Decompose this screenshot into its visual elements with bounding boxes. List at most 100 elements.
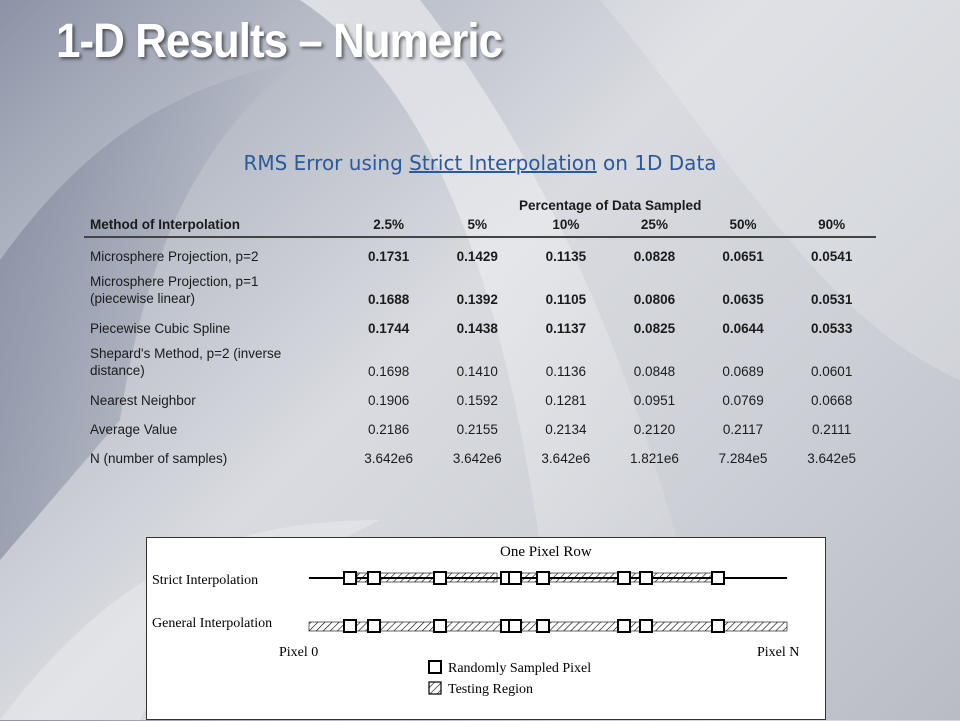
legend-sampled-swatch [428,660,442,674]
table-row: Microsphere Projection, p=2 0.1731 0.142… [84,237,876,267]
caption-suffix: on 1D Data [596,151,717,175]
sampled-pixel [639,619,653,633]
value-cell: 3.642e6 [541,451,591,466]
value-cell: 0.2117 [722,422,764,437]
value-cell: 0.1744 [367,321,410,336]
value-cell: 0.0531 [811,292,853,307]
value-cell: 0.0668 [811,393,853,408]
value-cell: 0.1731 [367,249,410,264]
strict-interpolation-link[interactable]: Strict Interpolation [409,151,597,175]
sampled-pixel [508,619,522,633]
column-header: 2.5% [344,215,433,238]
group-header: Percentage of Data Sampled [519,198,702,213]
table-row: Microsphere Projection, p=1 (piecewise l… [84,267,876,310]
sampled-pixel [343,619,357,633]
diagram-header: One Pixel Row [500,544,592,560]
slide-title: 1-D Results – Numeric [56,14,503,68]
group-header-row: Percentage of Data Sampled [84,196,876,215]
value-cell: 0.1281 [545,393,587,408]
diagram-canvas: One Pixel Row Strict Interpolation Gener… [152,544,799,697]
value-cell: 0.1429 [456,249,498,264]
value-cell: 0.0533 [811,321,853,336]
value-cell: 0.0825 [633,321,676,336]
method-cell: Piecewise Cubic Spline [90,321,231,336]
method-cell: N (number of samples) [90,451,228,466]
value-cell: 0.1592 [456,393,498,408]
value-cell: 0.1906 [367,393,410,408]
value-cell: 0.2111 [812,422,852,437]
method-cell: Average Value [90,422,178,437]
column-header-row: Method of Interpolation 2.5% 5% 10% 25% … [84,215,876,238]
value-cell: 0.1392 [456,292,498,307]
table-row: Nearest Neighbor 0.1906 0.1592 0.1281 0.… [84,382,876,411]
sampled-pixel [617,619,631,633]
sampled-pixel [343,571,357,585]
column-header: 5% [432,215,522,238]
legend-testing-swatch [428,681,442,695]
pixel-0-label: Pixel 0 [279,645,318,660]
method-header: Method of Interpolation [84,215,345,238]
value-cell: 0.1135 [545,249,587,264]
table-row: N (number of samples) 3.642e6 3.642e6 3.… [84,440,876,469]
value-cell: 3.642e6 [452,451,502,466]
sampled-pixel [508,571,522,585]
value-cell: 3.642e5 [807,451,857,466]
value-cell: 0.1137 [545,321,587,336]
table-caption: RMS Error using Strict Interpolation on … [0,151,960,175]
column-header: 10% [521,215,611,238]
strict-row-label: Strict Interpolation [152,573,258,588]
caption-prefix: RMS Error using [243,151,410,175]
sampled-pixel [536,619,550,633]
value-cell: 0.0644 [722,321,764,336]
sampled-pixel [433,619,447,633]
sampled-pixel [639,571,653,585]
value-cell: 0.1438 [456,321,498,336]
value-cell: 0.0806 [633,292,676,307]
results-table: Percentage of Data Sampled Method of Int… [84,196,876,469]
value-cell: 0.2186 [367,422,410,437]
method-line: Shepard's Method, p=2 (inverse [90,346,282,361]
method-line: Microsphere Projection, p=1 [90,274,259,289]
method-line: distance) [90,363,145,378]
sampled-pixel [367,619,381,633]
method-cell: Nearest Neighbor [90,393,196,408]
value-cell: 0.1136 [545,364,586,379]
table-row: Piecewise Cubic Spline 0.1744 0.1438 0.1… [84,310,876,339]
legend-testing-label: Testing Region [448,682,533,697]
column-header: 90% [787,215,876,238]
value-cell: 0.2120 [633,422,676,437]
value-cell: 0.0689 [722,364,764,379]
value-cell: 0.0848 [633,364,676,379]
table-row: Shepard's Method, p=2 (inverse distance)… [84,339,876,382]
value-cell: 0.0828 [633,249,676,264]
value-cell: 0.0951 [633,393,676,408]
value-cell: 0.1698 [367,364,410,379]
value-cell: 0.2155 [456,422,498,437]
sampled-pixel [433,571,447,585]
sampled-pixel [367,571,381,585]
value-cell: 7.284e5 [718,451,768,466]
value-cell: 0.2134 [545,422,587,437]
value-cell: 0.0601 [811,364,853,379]
table-row: Average Value 0.2186 0.2155 0.2134 0.212… [84,411,876,440]
sampled-pixel [711,571,725,585]
value-cell: 0.0635 [722,292,764,307]
value-cell: 3.642e6 [364,451,414,466]
value-cell: 0.0541 [811,249,853,264]
method-cell: Microsphere Projection, p=1 (piecewise l… [84,267,344,310]
value-cell: 0.0769 [722,393,764,408]
column-header: 50% [698,215,788,238]
value-cell: 0.0651 [722,249,764,264]
legend-sampled-label: Randomly Sampled Pixel [448,661,591,676]
value-cell: 1.821e6 [630,451,679,466]
column-header: 25% [610,215,699,238]
value-cell: 0.1105 [545,292,587,307]
sampled-pixel [617,571,631,585]
value-cell: 0.1410 [456,364,498,379]
general-row-label: General Interpolation [152,616,272,631]
strict-row [309,571,787,585]
method-line: (piecewise linear) [90,291,196,306]
testing-region [503,572,715,583]
pixel-n-label: Pixel N [757,645,799,660]
pixel-row-diagram: One Pixel Row Strict Interpolation Gener… [146,537,826,720]
